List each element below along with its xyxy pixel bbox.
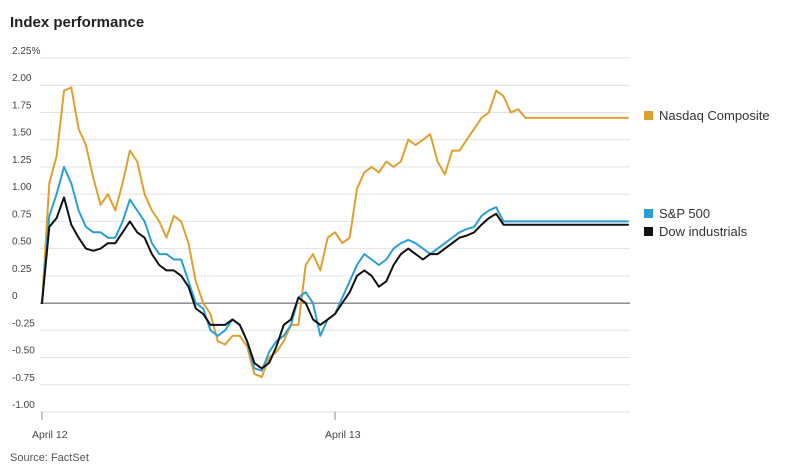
legend-item-sp500: S&P 500 bbox=[644, 206, 710, 221]
y-tick-label: -1.00 bbox=[12, 400, 35, 411]
y-tick-label: 0.75 bbox=[12, 209, 32, 220]
legend-swatch-dow bbox=[644, 227, 653, 236]
legend-swatch-sp500 bbox=[644, 209, 653, 218]
legend-label-nasdaq: Nasdaq Composite bbox=[659, 108, 770, 123]
legend-label-sp500: S&P 500 bbox=[659, 206, 711, 221]
y-tick-label: 1.50 bbox=[12, 128, 32, 139]
legend-swatch-nasdaq bbox=[644, 111, 653, 120]
chart-title: Index performance bbox=[10, 14, 145, 31]
series-line-nasdaq bbox=[41, 86, 629, 379]
y-tick-label: 0 bbox=[12, 291, 18, 302]
y-tick-label: 0.50 bbox=[12, 237, 32, 248]
series-line-dow bbox=[41, 196, 629, 370]
legend-label-dow: Dow industrials bbox=[659, 224, 748, 239]
series-line-sp500 bbox=[41, 165, 629, 372]
y-tick-label: 2.25% bbox=[12, 46, 40, 57]
y-tick-label: -0.50 bbox=[12, 346, 35, 357]
x-tick-label: April 12 bbox=[32, 429, 68, 441]
y-tick-label: 1.00 bbox=[12, 182, 32, 193]
legend-item-nasdaq: Nasdaq Composite bbox=[644, 108, 770, 123]
y-tick-label: 0.25 bbox=[12, 264, 32, 275]
source-note: Source: FactSet bbox=[10, 452, 89, 464]
legend-item-dow: Dow industrials bbox=[644, 224, 747, 239]
x-tick-label: April 13 bbox=[325, 429, 361, 441]
y-tick-label: -0.75 bbox=[12, 373, 35, 384]
y-tick-label: -0.25 bbox=[12, 318, 35, 329]
y-tick-label: 2.00 bbox=[12, 73, 32, 84]
y-tick-label: 1.75 bbox=[12, 100, 32, 111]
y-tick-label: 1.25 bbox=[12, 155, 32, 166]
